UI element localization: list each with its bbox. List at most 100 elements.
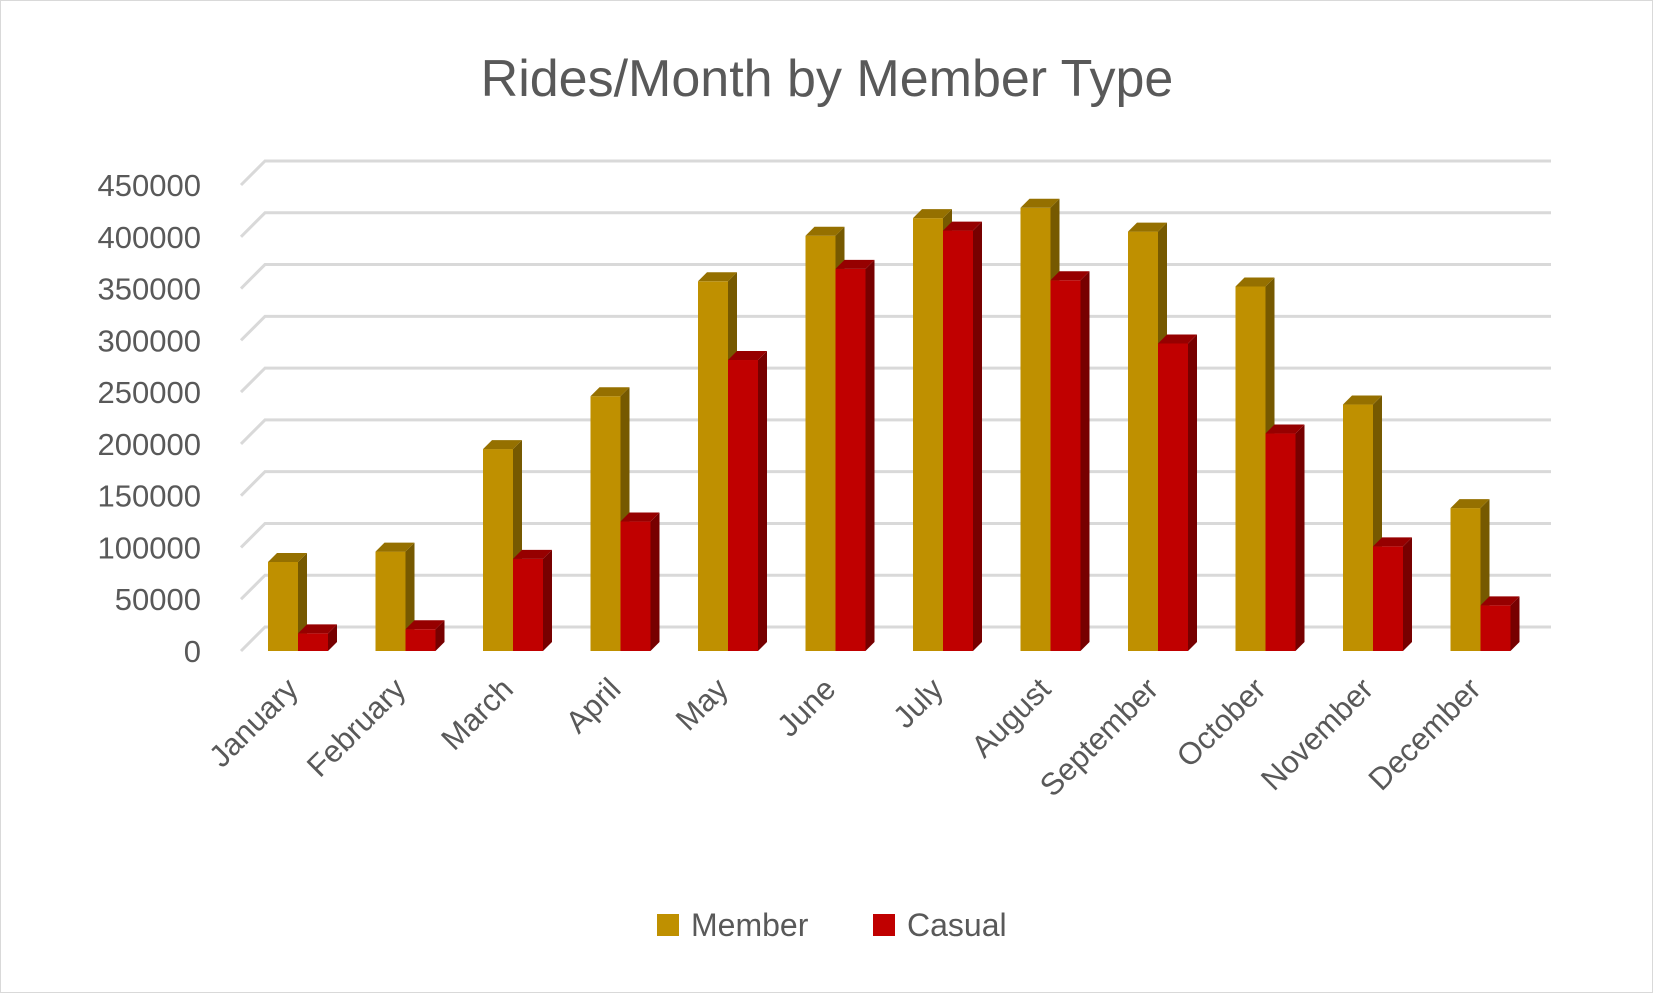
y-tick-label: 50000 xyxy=(115,582,201,617)
x-category-label: April xyxy=(559,671,628,740)
bar-front xyxy=(728,360,758,651)
legend-item-casual: Casual xyxy=(873,907,1007,943)
x-category-label: August xyxy=(964,671,1057,764)
bar-front xyxy=(1480,605,1511,651)
legend-label: Member xyxy=(691,907,809,943)
x-category-label: May xyxy=(669,671,736,738)
x-category-label: November xyxy=(1254,671,1380,797)
bar-casual-july xyxy=(943,221,982,651)
bar-side xyxy=(1080,271,1090,651)
bar-front xyxy=(698,281,728,651)
x-category-label: October xyxy=(1170,671,1273,774)
bar-front xyxy=(1265,433,1296,651)
bar-top xyxy=(1020,198,1060,208)
bar-top xyxy=(1373,537,1412,547)
bar-top xyxy=(513,549,552,559)
bar-front xyxy=(835,268,866,651)
bar-side xyxy=(435,620,445,651)
bar-top xyxy=(1265,424,1305,434)
gridline xyxy=(239,314,1551,342)
bar-top xyxy=(1158,334,1197,344)
y-tick-label: 400000 xyxy=(98,220,201,255)
gridline xyxy=(239,573,1551,601)
bar-top xyxy=(483,440,522,450)
y-tick-label: 350000 xyxy=(98,272,201,307)
bar-top xyxy=(375,542,415,552)
x-category-label: January xyxy=(202,671,305,774)
bar-top xyxy=(698,272,737,282)
bar-casual-april xyxy=(620,512,660,651)
bar-side xyxy=(650,512,660,651)
bar-front xyxy=(1020,207,1051,651)
bar-side xyxy=(328,624,337,651)
bar-side xyxy=(1188,334,1197,651)
bar-front xyxy=(1450,508,1481,651)
y-tick-label: 0 xyxy=(184,634,201,669)
gridline xyxy=(239,366,1551,394)
x-category-label: July xyxy=(886,671,950,735)
bar-casual-august xyxy=(1050,271,1090,651)
bar-front xyxy=(1050,280,1081,651)
bar-top xyxy=(590,387,630,397)
bar-front xyxy=(620,521,651,651)
bar-top xyxy=(943,221,982,231)
gridline xyxy=(239,263,1551,290)
bar-casual-december xyxy=(1480,596,1520,651)
bar-member-january xyxy=(268,552,307,651)
chart-title: Rides/Month by Member Type xyxy=(481,50,1174,108)
bar-top xyxy=(1235,277,1275,287)
legend-item-member: Member xyxy=(657,907,809,943)
gridlines xyxy=(239,159,1551,653)
y-tick-label: 250000 xyxy=(98,375,201,410)
bar-top xyxy=(620,512,660,522)
bar-front xyxy=(268,561,298,651)
bar-front xyxy=(1343,404,1373,651)
bars xyxy=(268,198,1520,652)
x-category-label: March xyxy=(434,671,520,757)
bar-front xyxy=(943,230,973,651)
bar-casual-january xyxy=(298,624,337,651)
gridline xyxy=(239,159,1551,187)
bar-casual-november xyxy=(1373,537,1412,651)
bar-side xyxy=(298,552,307,651)
bar-side xyxy=(758,351,767,651)
bar-member-november xyxy=(1343,395,1382,651)
bar-side xyxy=(1295,424,1305,651)
bar-top xyxy=(805,226,845,236)
x-category-label: February xyxy=(300,671,413,784)
y-tick-label: 200000 xyxy=(98,427,201,462)
gridline xyxy=(239,418,1551,445)
x-category-label: September xyxy=(1033,671,1165,803)
bar-side xyxy=(543,549,552,651)
bar-member-february xyxy=(375,542,415,651)
bar-side xyxy=(865,259,875,651)
gridline xyxy=(239,470,1551,497)
bar-top xyxy=(1480,596,1520,606)
y-tick-label: 150000 xyxy=(98,479,201,514)
bar-top xyxy=(268,552,307,562)
bar-casual-february xyxy=(405,620,445,651)
y-axis-tick-labels: 0 50000 100000 150000 200000 250000 300000 3500… xyxy=(98,168,201,669)
bar-top xyxy=(728,351,767,361)
legend-swatch xyxy=(873,914,895,936)
bar-front xyxy=(513,558,543,651)
bar-top xyxy=(1050,271,1090,281)
bar-top xyxy=(913,209,952,219)
gridline xyxy=(239,521,1551,549)
x-category-label: December xyxy=(1362,671,1488,797)
legend: Member Casual xyxy=(657,907,1007,943)
bar-front xyxy=(805,235,836,651)
bar-front xyxy=(483,449,513,651)
bar-casual-may xyxy=(728,351,767,651)
bar-front xyxy=(375,551,406,651)
gridline xyxy=(239,625,1551,653)
bar-top xyxy=(1343,395,1382,405)
bar-casual-june xyxy=(835,259,875,651)
x-category-label: June xyxy=(770,671,842,743)
legend-swatch xyxy=(657,914,679,936)
bar-casual-march xyxy=(513,549,552,651)
bar-front xyxy=(1158,343,1188,651)
